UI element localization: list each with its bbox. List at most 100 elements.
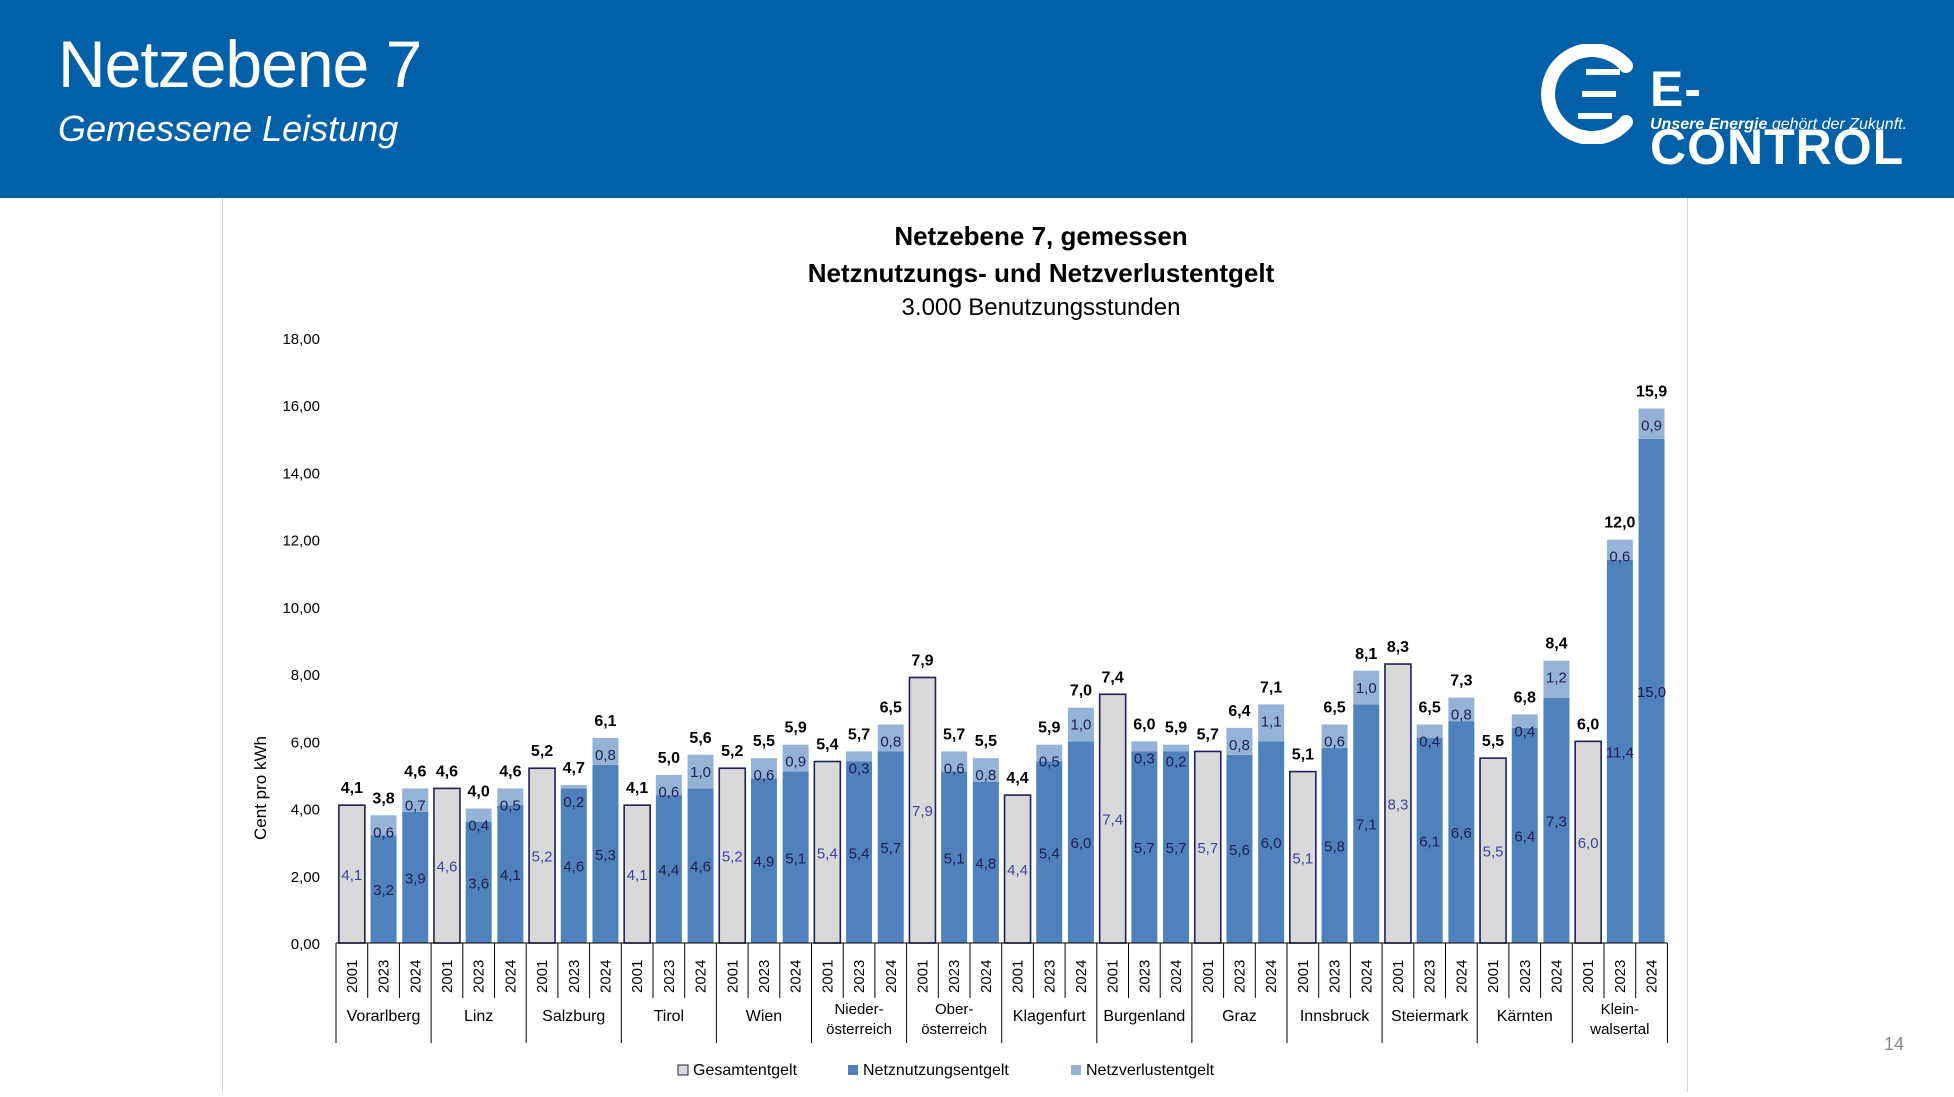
bar-value-label: 1,0 bbox=[1356, 680, 1377, 697]
x-tick-year: 2023 bbox=[471, 960, 488, 993]
bar-gesamtentgelt bbox=[908, 676, 937, 944]
bar-total-label: 6,5 bbox=[880, 700, 902, 717]
legend-swatch bbox=[677, 1064, 689, 1076]
bar-value-label: 4,1 bbox=[341, 867, 362, 884]
bar-netznutzungsentgelt bbox=[941, 771, 968, 943]
y-axis-label: Cent pro kWh bbox=[251, 736, 270, 840]
bar-total-label: 3,8 bbox=[372, 790, 394, 807]
x-tick-year: 2001 bbox=[1105, 960, 1122, 993]
bar-netznutzungsentgelt bbox=[402, 811, 429, 943]
x-group-label: Linz bbox=[464, 1008, 493, 1025]
bar-netzverlustentgelt bbox=[1321, 724, 1348, 749]
bar-total-label: 5,9 bbox=[785, 720, 807, 737]
bar-netzverlustentgelt bbox=[1543, 660, 1570, 698]
bar-value-label: 5,7 bbox=[1197, 840, 1218, 857]
bar-value-label: 3,2 bbox=[373, 882, 394, 899]
bar-value-label: 7,3 bbox=[1546, 813, 1567, 830]
bar-value-label: 0,2 bbox=[1166, 754, 1187, 771]
bar-value-label: 0,6 bbox=[944, 760, 965, 777]
bar-chart: Netzebene 7, gemessen Netznutzungs- und … bbox=[251, 221, 1668, 1079]
y-tick-label: 10,00 bbox=[282, 600, 320, 617]
bar-value-label: 7,1 bbox=[1356, 817, 1377, 834]
y-tick-label: 6,00 bbox=[291, 734, 320, 751]
bar-total-label: 7,1 bbox=[1260, 679, 1282, 696]
x-group-label: Salzburg bbox=[542, 1008, 605, 1025]
x-tick-year: 2024 bbox=[1358, 960, 1375, 993]
x-tick-year: 2024 bbox=[1644, 960, 1661, 993]
bar-value-label: 4,6 bbox=[563, 859, 584, 876]
bar-netzverlustentgelt bbox=[370, 815, 397, 836]
bar-netznutzungsentgelt bbox=[1067, 741, 1094, 943]
bar-total-label: 8,3 bbox=[1387, 639, 1409, 656]
bar-total-label: 7,3 bbox=[1450, 673, 1472, 690]
bar-gesamtentgelt bbox=[1574, 740, 1602, 944]
bar-value-label: 0,8 bbox=[975, 767, 996, 784]
x-tick-year: 2024 bbox=[502, 960, 519, 993]
x-tick-year: 2024 bbox=[978, 960, 995, 993]
y-tick-label: 2,00 bbox=[291, 869, 320, 886]
bar-netznutzungsentgelt bbox=[592, 764, 619, 943]
bar-total-label: 7,0 bbox=[1070, 683, 1092, 700]
bar-netznutzungsentgelt bbox=[846, 761, 873, 943]
x-tick-year: 2023 bbox=[1136, 960, 1153, 993]
bar-total-label: 6,5 bbox=[1419, 700, 1441, 717]
x-tick-year: 2024 bbox=[1453, 960, 1470, 993]
x-tick-year: 2023 bbox=[1517, 960, 1534, 993]
bar-gesamtentgelt bbox=[718, 767, 747, 944]
bar-value-label: 5,6 bbox=[1229, 842, 1250, 859]
logo-wordmark: E-CONTROL bbox=[1650, 61, 1905, 175]
bar-total-label: 5,7 bbox=[848, 726, 870, 743]
bar-netzverlustentgelt bbox=[1606, 539, 1633, 560]
x-tick-year: 2023 bbox=[1041, 960, 1058, 993]
bar-value-label: 0,9 bbox=[785, 754, 806, 771]
slide-title: Netzebene 7 bbox=[58, 27, 422, 101]
bar-netzverlustentgelt bbox=[1226, 727, 1253, 755]
bar-total-label: 5,9 bbox=[1038, 720, 1060, 737]
bar-value-label: 1,2 bbox=[1546, 670, 1567, 687]
bar-total-label: 4,6 bbox=[436, 763, 458, 780]
x-tick-year: 2001 bbox=[629, 960, 646, 993]
x-group-label: Tirol bbox=[654, 1008, 685, 1025]
bar-netzverlustentgelt bbox=[877, 724, 904, 752]
x-tick-year: 2001 bbox=[819, 960, 836, 993]
bar-total-label: 6,0 bbox=[1577, 716, 1599, 733]
bar-total-label: 4,0 bbox=[468, 784, 490, 801]
bar-total-label: 5,7 bbox=[1197, 726, 1219, 743]
bar-netzverlustentgelt bbox=[941, 751, 968, 772]
bar-value-label: 4,4 bbox=[1007, 862, 1028, 879]
bar-value-label: 5,4 bbox=[849, 845, 870, 862]
bar-total-label: 5,9 bbox=[1165, 720, 1187, 737]
bar-total-label: 6,1 bbox=[594, 713, 616, 730]
y-tick-label: 18,00 bbox=[282, 331, 320, 348]
bar-netznutzungsentgelt bbox=[687, 788, 714, 943]
bar-total-label: 5,5 bbox=[1482, 733, 1504, 750]
bar-netzverlustentgelt bbox=[1353, 670, 1380, 705]
bar-total-label: 5,5 bbox=[975, 733, 997, 750]
bar-netznutzungsentgelt bbox=[1036, 761, 1063, 943]
x-tick-year: 2001 bbox=[439, 960, 456, 993]
bar-value-label: 0,2 bbox=[563, 794, 584, 811]
bar-value-label: 5,3 bbox=[595, 847, 616, 864]
bar-value-label: 5,7 bbox=[1166, 840, 1187, 857]
bar-netzverlustentgelt bbox=[782, 744, 809, 772]
bar-netznutzungsentgelt bbox=[877, 751, 904, 943]
bar-total-label: 6,4 bbox=[1228, 703, 1250, 720]
bar-gesamtentgelt bbox=[1479, 757, 1507, 944]
bar-value-label: 5,1 bbox=[1292, 850, 1313, 867]
logo-tagline-bold: Unsere Energie bbox=[1650, 116, 1768, 133]
x-tick-year: 2023 bbox=[1231, 960, 1248, 993]
x-tick-year: 2001 bbox=[344, 960, 361, 993]
bar-netzverlustentgelt bbox=[497, 788, 524, 806]
y-tick-label: 4,00 bbox=[291, 802, 320, 819]
bar-value-label: 4,9 bbox=[754, 854, 775, 871]
bar-netznutzungsentgelt bbox=[1353, 704, 1380, 943]
bar-netzverlustentgelt bbox=[465, 808, 492, 822]
bar-total-label: 5,4 bbox=[816, 737, 838, 754]
x-tick-year: 2001 bbox=[724, 960, 741, 993]
bar-value-label: 0,6 bbox=[658, 784, 679, 801]
x-tick-year: 2024 bbox=[883, 960, 900, 993]
bar-value-label: 5,4 bbox=[1039, 845, 1060, 862]
bar-total-label: 8,4 bbox=[1545, 636, 1567, 653]
chart-subtitle: 3.000 Benutzungsstunden bbox=[902, 294, 1181, 321]
bar-netznutzungsentgelt bbox=[655, 795, 682, 943]
